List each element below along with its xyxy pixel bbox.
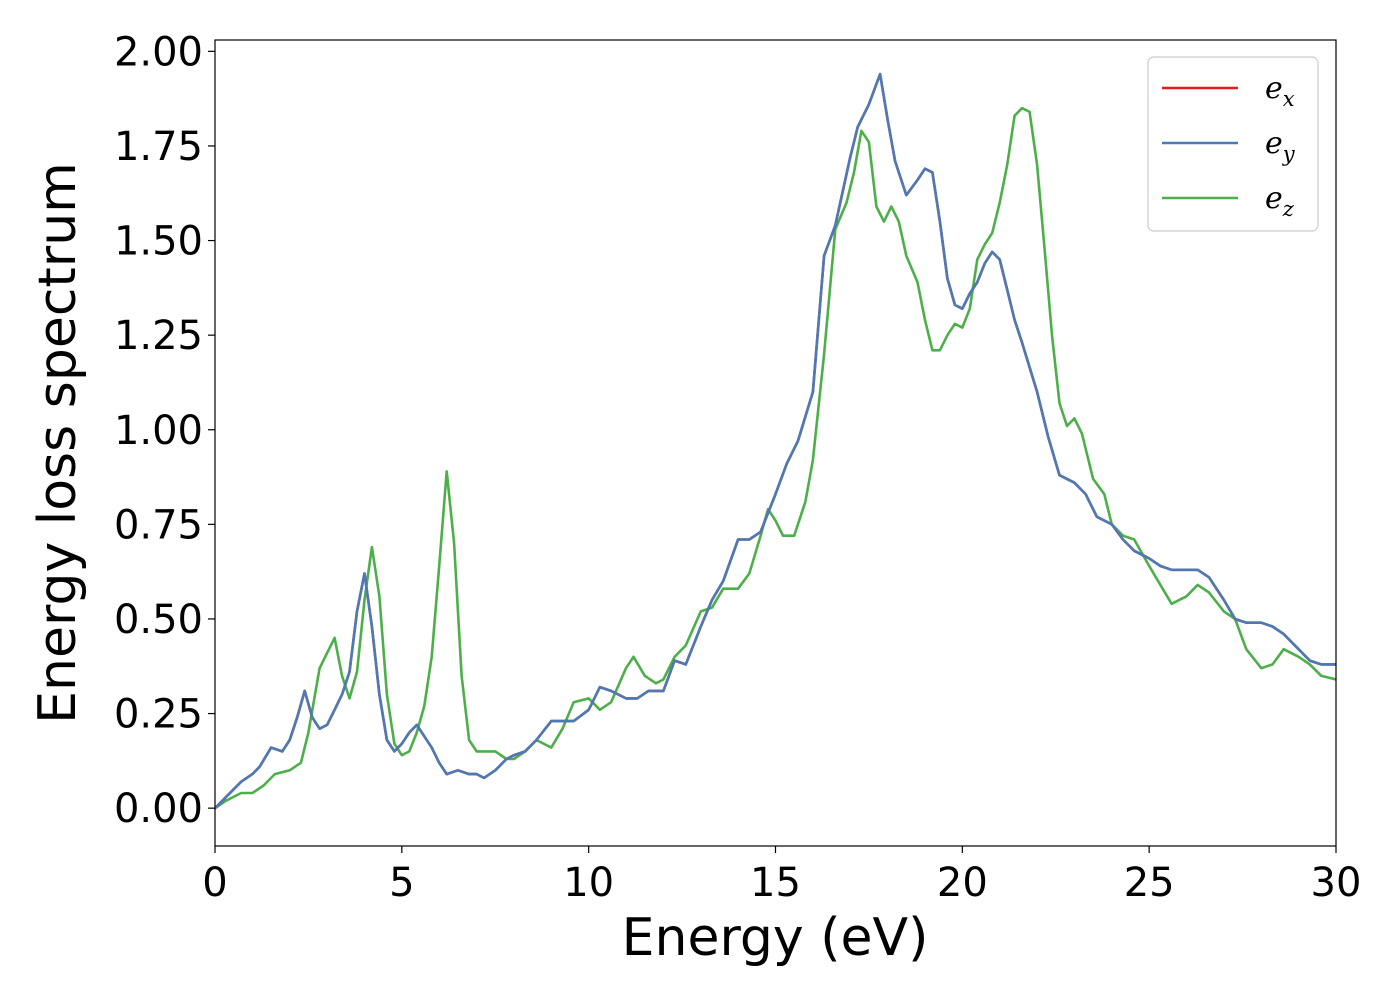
legend-label-subscript: z bbox=[1282, 197, 1295, 221]
x-tick-label: 30 bbox=[1311, 860, 1362, 906]
legend-label-e-y: ey bbox=[1265, 126, 1296, 166]
series-line-e-y bbox=[215, 72, 1336, 810]
y-tick-label: 1.25 bbox=[114, 313, 203, 359]
legend-label-e-x: ex bbox=[1265, 71, 1295, 111]
y-tick-label: 1.75 bbox=[114, 124, 203, 170]
x-tick-label: 5 bbox=[389, 860, 414, 906]
y-tick-label: 1.50 bbox=[114, 219, 203, 265]
y-tick-label: 0.75 bbox=[114, 502, 203, 548]
x-axis-title: Energy (eV) bbox=[622, 908, 929, 968]
legend-label-base: e bbox=[1265, 126, 1283, 161]
y-tick-label: 0.50 bbox=[114, 597, 203, 643]
legend-label-subscript: y bbox=[1282, 142, 1296, 166]
y-axis: 0.00 0.25 0.50 0.75 1.00 1.25 1.50 1.75 2.00 bbox=[114, 29, 215, 832]
x-tick-label: 15 bbox=[750, 860, 801, 906]
x-tick-label: 10 bbox=[563, 860, 614, 906]
y-axis-title: Energy loss spectrum bbox=[28, 162, 88, 724]
x-tick-label: 0 bbox=[202, 860, 227, 906]
legend-label-base: e bbox=[1265, 71, 1283, 106]
x-tick-label: 20 bbox=[937, 860, 988, 906]
y-tick-label: 0.00 bbox=[114, 786, 203, 832]
y-tick-label: 2.00 bbox=[114, 29, 203, 75]
legend-label-subscript: x bbox=[1283, 87, 1295, 111]
legend-label-base: e bbox=[1265, 181, 1283, 216]
x-tick-label: 25 bbox=[1124, 860, 1175, 906]
series-layer bbox=[215, 72, 1336, 810]
legend-label-e-z: ez bbox=[1265, 181, 1295, 221]
y-tick-label: 0.25 bbox=[114, 692, 203, 738]
x-axis: 0 5 10 15 20 25 30 bbox=[202, 846, 1361, 906]
y-tick-label: 1.00 bbox=[114, 408, 203, 454]
